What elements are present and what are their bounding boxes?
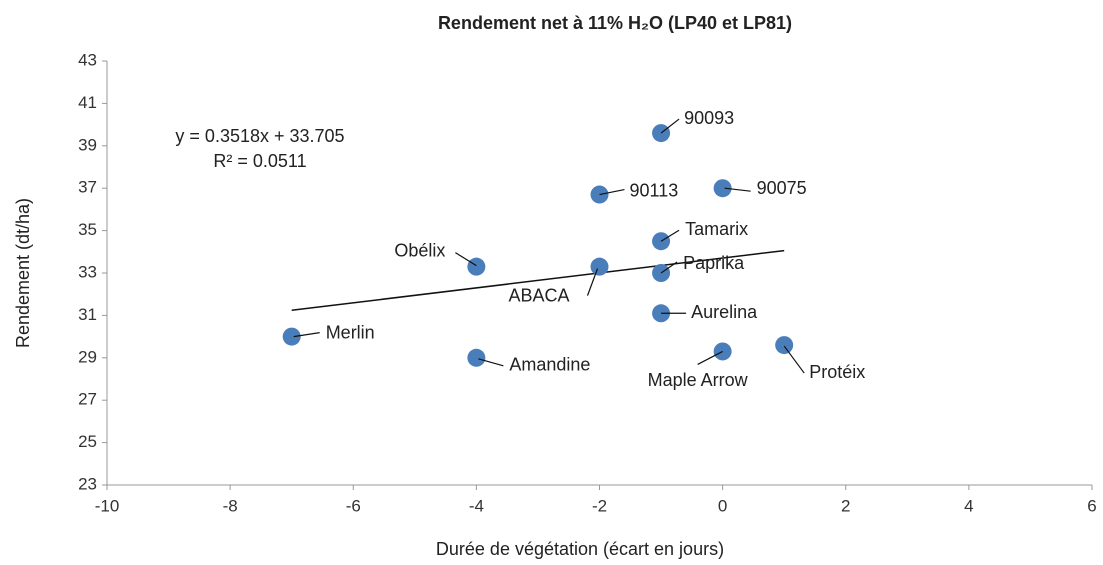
y-axis-label: Rendement (dt/ha) <box>13 198 33 348</box>
point-label: Obélix <box>394 240 445 260</box>
y-tick-label: 29 <box>78 347 97 366</box>
y-tick-label: 39 <box>78 135 97 154</box>
leader-line <box>660 229 680 242</box>
y-tick-label: 31 <box>78 305 97 324</box>
point-label: 90113 <box>630 180 679 200</box>
x-axis-label: Durée de végétation (écart en jours) <box>436 539 724 559</box>
point-label: Tamarix <box>685 219 748 239</box>
point <box>713 179 732 198</box>
y-tick-label: 43 <box>78 50 97 69</box>
x-tick-label: -10 <box>95 496 120 515</box>
point <box>467 257 486 276</box>
leader-line <box>586 268 599 296</box>
point-label: ABACA <box>508 285 569 305</box>
leader-line <box>724 187 751 192</box>
y-tick-label: 25 <box>78 432 97 451</box>
leader-line <box>660 118 680 134</box>
point-label: 90093 <box>684 108 734 128</box>
point-label: Merlin <box>326 322 375 342</box>
y-tick-label: 33 <box>78 262 97 281</box>
leader-line <box>293 332 320 338</box>
y-tick-label: 41 <box>78 93 97 112</box>
x-tick-label: -2 <box>592 496 607 515</box>
point-label: 90075 <box>757 178 807 198</box>
point <box>467 348 486 367</box>
equation: y = 0.3518x + 33.705 <box>175 126 344 146</box>
x-tick-label: 0 <box>718 496 727 515</box>
y-tick-label: 23 <box>78 474 97 493</box>
point <box>282 327 301 346</box>
x-tick-label: -8 <box>223 496 238 515</box>
x-tick-label: -4 <box>469 496 484 515</box>
leader-line <box>599 188 625 196</box>
y-tick-label: 27 <box>78 390 97 409</box>
x-tick-label: 6 <box>1087 496 1096 515</box>
x-tick-label: 4 <box>964 496 973 515</box>
leader-line <box>478 358 504 367</box>
point-label: Aurelina <box>691 302 758 322</box>
point <box>775 336 794 355</box>
point-label: Protéix <box>809 362 865 382</box>
y-tick-label: 37 <box>78 178 97 197</box>
trendline <box>291 249 785 312</box>
x-tick-label: -6 <box>346 496 361 515</box>
point <box>590 257 609 276</box>
r-squared: R² = 0.0511 <box>213 151 306 171</box>
x-tick-label: 2 <box>841 496 850 515</box>
point-label: Paprika <box>683 253 745 273</box>
chart-title: Rendement net à 11% H₂O (LP40 et LP81) <box>438 13 792 33</box>
y-tick-label: 35 <box>78 220 97 239</box>
point-label: Maple Arrow <box>648 370 749 390</box>
leader-line <box>455 252 477 267</box>
leader-line <box>783 345 805 374</box>
point-label: Amandine <box>509 355 590 375</box>
leader-line <box>660 261 678 274</box>
leader-line <box>697 350 723 365</box>
